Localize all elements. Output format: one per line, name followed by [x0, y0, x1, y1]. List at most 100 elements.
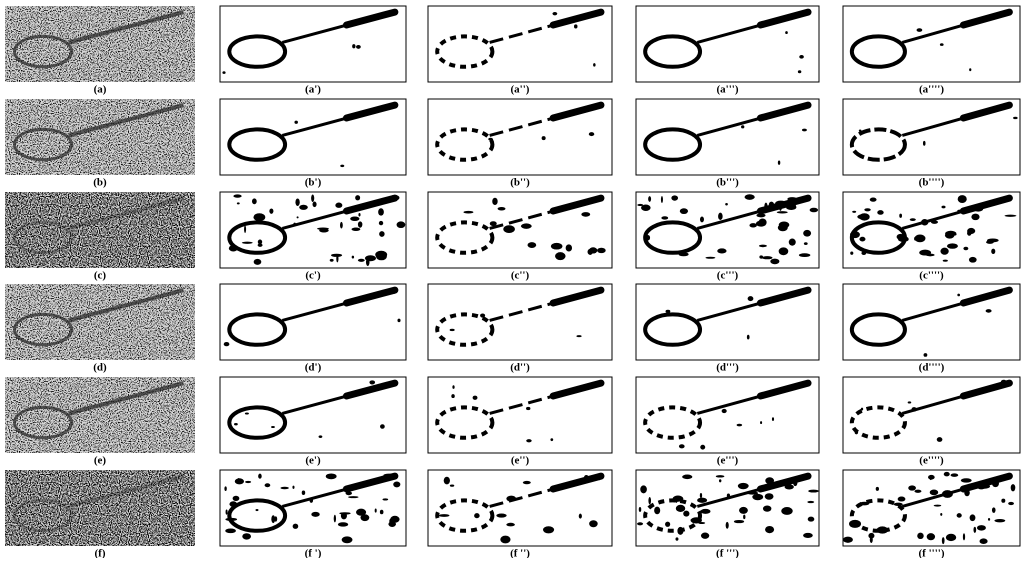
speck: [463, 211, 473, 214]
speck: [576, 335, 581, 337]
speck: [991, 249, 995, 254]
speck: [737, 424, 743, 427]
speck: [781, 507, 792, 515]
speck: [588, 249, 593, 255]
speck: [700, 493, 702, 498]
speck: [388, 521, 396, 527]
speck: [229, 245, 238, 251]
speck: [641, 204, 651, 211]
image-panel: [636, 284, 819, 360]
speck: [331, 254, 342, 257]
image-panel: [5, 284, 195, 360]
speck: [661, 196, 663, 203]
panel-label: (a): [94, 84, 107, 96]
speck: [988, 518, 990, 521]
speck: [366, 258, 370, 266]
speck: [748, 296, 754, 301]
speck: [679, 444, 685, 448]
speck: [859, 130, 862, 132]
speck: [967, 228, 975, 234]
speck: [898, 236, 909, 242]
speck: [940, 248, 948, 255]
speck: [765, 526, 774, 533]
speck: [335, 203, 342, 208]
speck: [908, 485, 916, 490]
speck: [969, 68, 971, 71]
image-panel: [636, 377, 819, 453]
speck: [718, 213, 723, 220]
speck: [957, 513, 962, 518]
speck: [258, 474, 262, 479]
panel-label: (e'): [305, 455, 321, 467]
image-panel: [843, 192, 1020, 268]
image-panel: [428, 99, 612, 175]
image-panel: [428, 192, 612, 268]
speck: [942, 537, 945, 544]
speck: [908, 401, 912, 403]
speck: [245, 481, 251, 483]
speck: [808, 517, 815, 522]
speck: [254, 259, 262, 265]
figure: (a)(a')(a'')(a''')(a'''')(b)(b')(b'')(b'…: [0, 0, 1022, 558]
speck: [973, 527, 976, 533]
speck: [581, 212, 590, 217]
speck: [807, 501, 814, 503]
speck: [340, 222, 343, 229]
speck: [542, 136, 546, 140]
speck: [589, 132, 594, 136]
speck: [648, 196, 651, 202]
speck: [671, 195, 678, 200]
speck: [752, 494, 763, 500]
speck: [770, 259, 779, 265]
speck: [727, 493, 730, 497]
image-panel: [428, 6, 612, 82]
speck: [397, 319, 400, 323]
speck: [640, 485, 647, 493]
panel-label: (c'''): [717, 270, 739, 282]
speck: [390, 195, 400, 201]
speck: [293, 223, 296, 226]
panel-label: (c''): [511, 270, 530, 282]
speck: [850, 231, 860, 238]
speck: [474, 513, 480, 518]
image-panel: [843, 377, 1020, 453]
speck: [745, 194, 755, 200]
speck: [946, 534, 956, 541]
speck: [579, 514, 582, 519]
speck: [666, 310, 671, 313]
image-panel: [843, 99, 1020, 175]
speck: [265, 483, 271, 487]
speck: [383, 474, 394, 477]
panel-label: (e''): [511, 455, 530, 467]
speck: [914, 490, 921, 493]
speck: [233, 194, 241, 197]
speck: [661, 216, 668, 219]
panel-label: (e''''): [919, 455, 944, 467]
speck: [473, 396, 478, 400]
speck: [574, 24, 577, 28]
speck: [860, 502, 870, 506]
speck: [500, 536, 510, 544]
speck: [1001, 380, 1007, 384]
speck: [700, 217, 704, 223]
panel-label: (b''): [510, 177, 530, 189]
image-panel: [220, 470, 406, 546]
image-panel: [843, 284, 1020, 360]
speck: [963, 247, 968, 251]
speck: [722, 409, 727, 413]
speck: [958, 195, 967, 203]
speck: [292, 486, 294, 489]
speck: [921, 219, 928, 226]
speck: [375, 251, 387, 259]
image-panel: [428, 470, 612, 546]
speck: [940, 43, 944, 46]
speck: [294, 121, 297, 124]
image-panel: [5, 470, 195, 546]
speck: [358, 221, 362, 227]
speck: [384, 105, 387, 108]
speck: [225, 518, 237, 521]
speck: [269, 208, 273, 213]
speck: [680, 208, 688, 214]
speck: [747, 335, 750, 340]
speck: [877, 210, 883, 215]
